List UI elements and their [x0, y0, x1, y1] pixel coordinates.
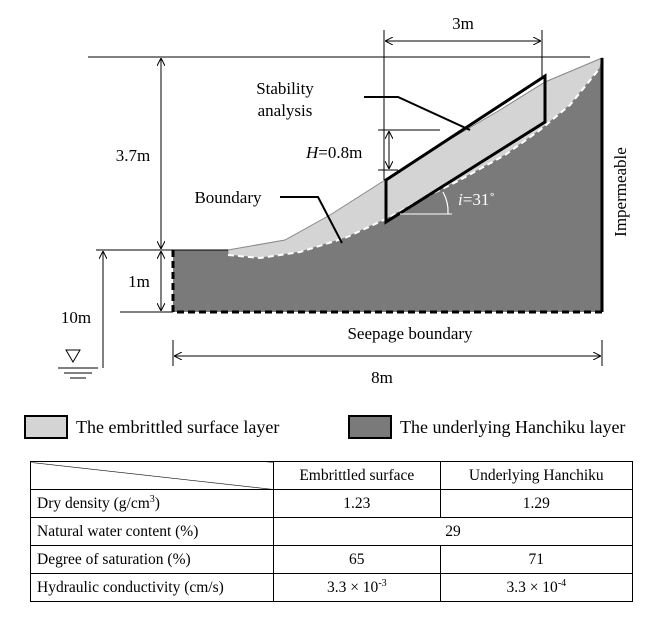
table-row: Hydraulic conductivity (cm/s) 3.3 × 10-3… — [30, 573, 634, 602]
stability-label-line1: Stability — [256, 79, 314, 98]
cell-value: 1.23 — [273, 489, 441, 518]
water-table-icon — [65, 349, 81, 363]
cell-value: 3.3 × 10-4 — [439, 573, 634, 602]
legend-underlying-swatch — [348, 415, 392, 439]
dim-top-width-label: 3m — [452, 14, 474, 33]
legend-underlying: The underlying Hanchiku layer — [348, 412, 625, 442]
boundary-leader-line — [280, 196, 343, 244]
legend-underlying-label: The underlying Hanchiku layer — [400, 416, 626, 437]
col-embrittled-header: Embrittled surface — [273, 461, 441, 490]
cell-value: 65 — [273, 545, 441, 574]
table-row: Natural water content (%) 29 — [30, 517, 633, 546]
cell-value: 1.29 — [439, 489, 634, 518]
toe-height-label: 1m — [128, 272, 150, 291]
boundary-label: Boundary — [194, 188, 262, 207]
seepage-boundary-label: Seepage boundary — [347, 324, 473, 343]
legend-surface-swatch — [24, 415, 68, 439]
row-label: Degree of saturation (%) — [30, 545, 274, 574]
slope-diagram: 3m Stability analysis H=0.8m 3.7m Bounda… — [58, 14, 630, 387]
legend-surface-label: The embrittled surface layer — [76, 416, 280, 437]
table-corner-cell — [30, 461, 274, 490]
h-label: H=0.8m — [305, 143, 362, 162]
water-depth-label: 10m — [61, 308, 91, 327]
angle-arc — [442, 191, 449, 215]
table-row: Degree of saturation (%) 65 71 — [30, 545, 634, 574]
stability-label-line2: analysis — [258, 101, 313, 120]
stability-analysis-block — [384, 73, 547, 225]
cell-value: 71 — [439, 545, 634, 574]
impermeable-label: Impermeable — [611, 147, 630, 237]
base-width-label: 8m — [371, 368, 393, 387]
slope-height-label: 3.7m — [116, 146, 150, 165]
stability-leader-line — [364, 96, 471, 131]
legend-surface: The embrittled surface layer — [24, 412, 279, 442]
row-label: Dry density (g/cm3) — [30, 489, 274, 518]
row-label: Hydraulic conductivity (cm/s) — [30, 573, 274, 602]
table-header-row: Embrittled surface Underlying Hanchiku — [30, 461, 634, 490]
col-underlying-header: Underlying Hanchiku — [439, 461, 634, 490]
table-row: Dry density (g/cm3) 1.23 1.29 — [30, 489, 634, 518]
angle-label: i=31˚ — [458, 190, 495, 209]
cell-value: 3.3 × 10-3 — [273, 573, 441, 602]
row-label: Natural water content (%) — [30, 517, 274, 546]
soil-properties-table: Embrittled surface Underlying Hanchiku D… — [30, 461, 634, 602]
underlying-hanchiku-layer — [173, 58, 602, 312]
cell-value: 29 — [273, 517, 633, 546]
